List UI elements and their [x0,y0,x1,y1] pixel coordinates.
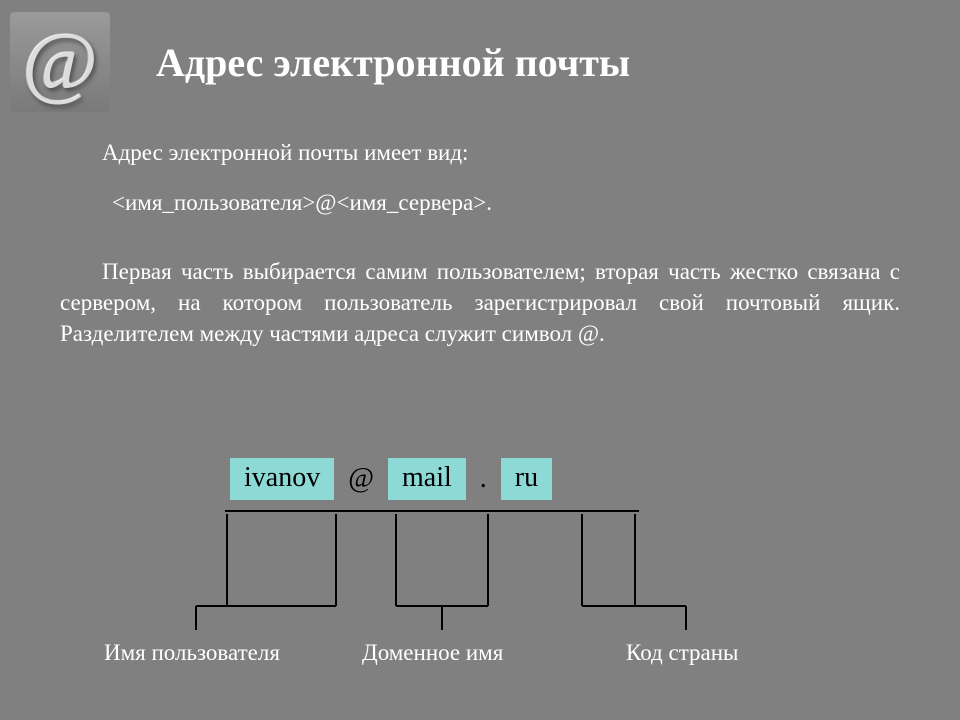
sep-dot: . [480,463,487,495]
chip-user: ivanov [230,458,334,500]
bracket-lines [0,510,960,630]
label-domain: Доменное имя [362,640,503,666]
header: @ Адрес электронной почты [0,0,960,140]
content: Адрес электронной почты имеет вид: <имя_… [0,140,960,349]
label-tld: Код страны [626,640,739,666]
template-line: <имя_пользователя>@<имя_сервера>. [112,190,900,216]
label-user: Имя пользователя [104,640,280,666]
page-title: Адрес электронной почты [156,39,960,86]
chip-tld: ru [501,458,552,500]
chip-domain: mail [388,458,466,500]
at-emblem: @ [10,12,110,112]
sep-at: @ [348,463,374,495]
at-icon: @ [22,21,97,103]
intro-text: Адрес электронной почты имеет вид: [60,140,900,166]
email-diagram: ivanov @ mail . ru Имя пользователя Доме… [0,450,960,680]
paragraph: Первая часть выбирается самим пользовате… [60,256,900,349]
email-row: ivanov @ mail . ru [230,458,552,500]
